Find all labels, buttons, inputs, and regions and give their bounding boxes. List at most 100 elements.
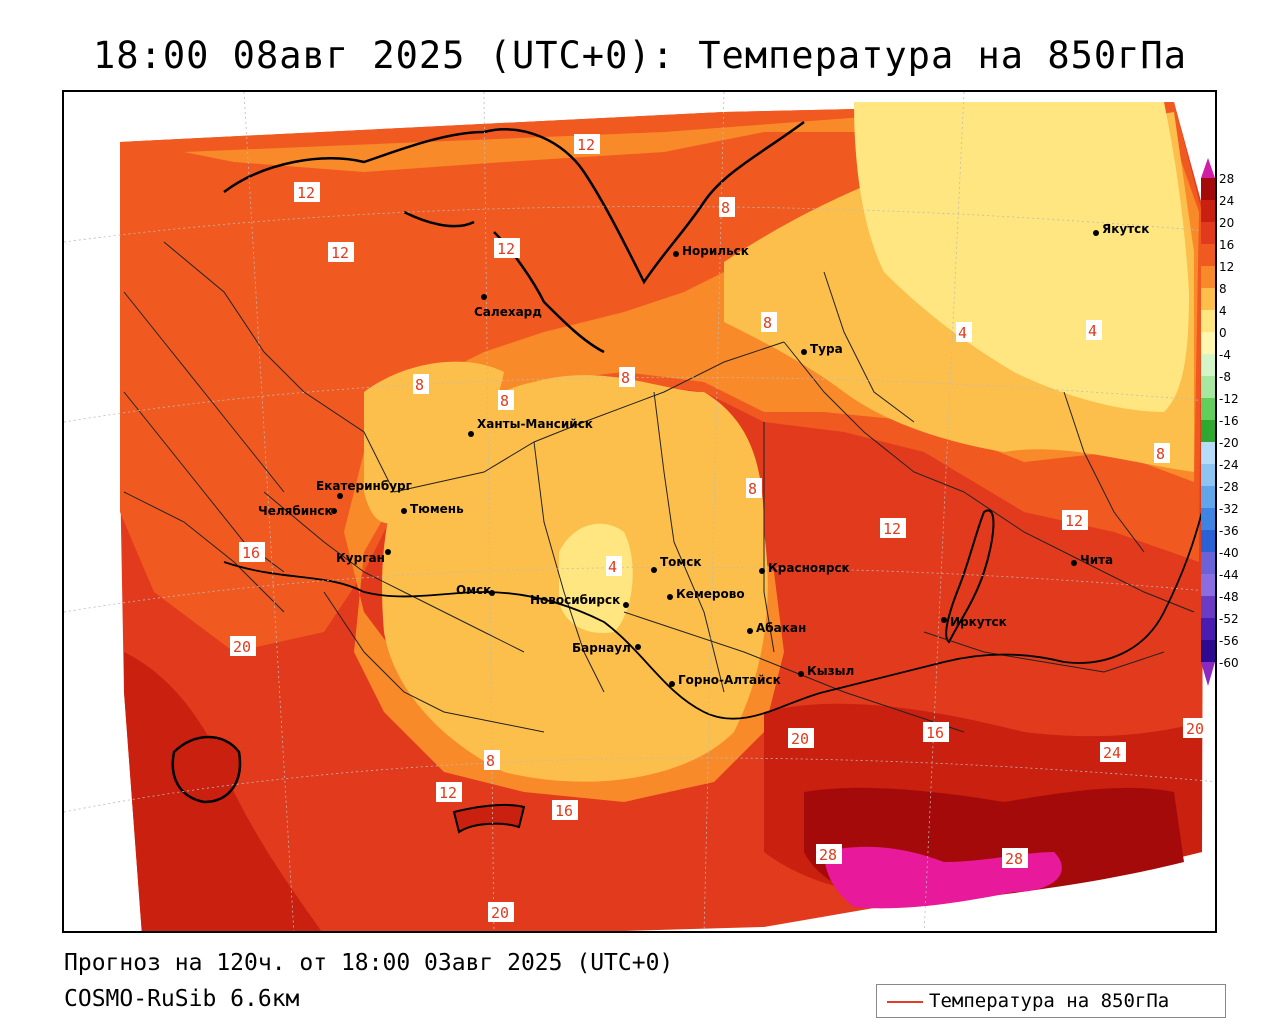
svg-text:12: 12 — [439, 784, 457, 802]
contour-label: 20 — [230, 636, 256, 656]
scale-label: -56 — [1219, 634, 1239, 648]
contour-label: 12 — [328, 242, 354, 262]
city-krasnoyarsk: Красноярск — [759, 561, 850, 575]
svg-text:Ханты-Мансийск: Ханты-Мансийск — [477, 417, 593, 431]
svg-text:Красноярск: Красноярск — [768, 561, 850, 575]
svg-text:8: 8 — [748, 480, 757, 498]
scale-label: -48 — [1219, 590, 1239, 604]
graticule — [64, 92, 1215, 931]
svg-text:Новосибирск: Новосибирск — [530, 593, 620, 607]
band-4-8-west — [364, 361, 504, 524]
scale-label: -60 — [1219, 656, 1239, 670]
legend-label: Температура на 850гПа — [929, 990, 1170, 1012]
city-kemerovo: Кемерово — [667, 587, 745, 601]
contour-label: 8 — [746, 478, 762, 498]
forecast-info: Прогноз на 120ч. от 18:00 03авг 2025 (UT… — [64, 950, 674, 976]
svg-text:Омск: Омск — [456, 583, 491, 597]
svg-text:20: 20 — [491, 904, 509, 922]
city-yakutsk: Якутск — [1093, 222, 1149, 236]
city-yekaterinburg: Екатеринбург — [316, 479, 412, 499]
contour-label: 16 — [923, 722, 949, 742]
svg-text:12: 12 — [883, 520, 901, 538]
contour-label: 8 — [719, 197, 735, 217]
country-border — [223, 511, 1203, 720]
contour-label: 16 — [552, 800, 578, 820]
svg-text:Курган: Курган — [336, 551, 385, 565]
city-gorno-altaysk: Горно-Алтайск — [669, 673, 781, 687]
svg-text:8: 8 — [721, 199, 730, 217]
map-title: 18:00 08авг 2025 (UTC+0): Температура на… — [93, 34, 1187, 77]
model-info: COSMO-RuSib 6.6км — [64, 986, 300, 1012]
svg-text:12: 12 — [331, 244, 349, 262]
contour-label: 8 — [761, 312, 777, 332]
svg-text:Якутск: Якутск — [1102, 222, 1149, 236]
contour-label: 12 — [1062, 510, 1088, 530]
scale-label: -4 — [1219, 348, 1231, 362]
svg-text:Иркутск: Иркутск — [950, 615, 1007, 629]
svg-text:Норильск: Норильск — [682, 244, 749, 258]
scale-label: -8 — [1219, 370, 1231, 384]
city-kyzyl: Кызыл — [798, 664, 854, 678]
svg-text:Кемерово: Кемерово — [676, 587, 745, 601]
map-canvas: Якутск Норильск Салехард Тура Ханты-Манс… — [64, 92, 1215, 931]
svg-text:12: 12 — [297, 184, 315, 202]
contour-label: 12 — [436, 782, 462, 802]
contour-label: 20 — [488, 902, 514, 922]
contour-label: 28 — [816, 844, 842, 864]
svg-text:8: 8 — [621, 369, 630, 387]
city-salekhard: Салехард — [474, 294, 542, 319]
contour-label: 12 — [294, 182, 320, 202]
band-0-4-northeast — [854, 102, 1189, 412]
svg-text:12: 12 — [577, 136, 595, 154]
svg-text:28: 28 — [819, 846, 837, 864]
scale-label: -52 — [1219, 612, 1239, 626]
scale-label: 24 — [1219, 194, 1235, 208]
svg-text:Салехард: Салехард — [474, 305, 542, 319]
svg-text:Горно-Алтайск: Горно-Алтайск — [678, 673, 781, 687]
svg-text:8: 8 — [486, 752, 495, 770]
scale-label: -16 — [1219, 414, 1239, 428]
svg-text:28: 28 — [1005, 850, 1023, 868]
contour-label: 8 — [1154, 443, 1170, 463]
scale-label: -36 — [1219, 524, 1239, 538]
city-markers: Якутск Норильск Салехард Тура Ханты-Манс… — [258, 222, 1149, 687]
scale-label: 28 — [1219, 172, 1235, 186]
city-tyumen: Тюмень — [401, 502, 464, 516]
svg-text:16: 16 — [555, 802, 573, 820]
contour-label: 16 — [239, 542, 265, 562]
svg-text:8: 8 — [500, 392, 509, 410]
scale-label: 8 — [1219, 282, 1227, 296]
contour-label: 4 — [1086, 320, 1102, 340]
contour-label: 8 — [619, 367, 635, 387]
svg-text:Екатеринбург: Екатеринбург — [316, 479, 412, 493]
city-barnaul: Барнаул — [572, 641, 641, 655]
city-omsk: Омск — [456, 583, 495, 597]
svg-text:16: 16 — [926, 724, 944, 742]
band-0-4-central — [559, 523, 633, 633]
scale-bar — [1201, 158, 1215, 686]
scale-label: -12 — [1219, 392, 1239, 406]
contour-label: 28 — [1002, 848, 1028, 868]
city-abakan: Абакан — [747, 621, 806, 635]
svg-text:Тура: Тура — [810, 342, 843, 356]
svg-text:Кызыл: Кызыл — [807, 664, 854, 678]
legend-line-swatch — [887, 1001, 923, 1003]
svg-text:8: 8 — [1156, 445, 1165, 463]
contour-label: 8 — [484, 750, 500, 770]
svg-text:Абакан: Абакан — [756, 621, 806, 635]
scale-label: 4 — [1219, 304, 1227, 318]
svg-text:12: 12 — [497, 240, 515, 258]
svg-text:4: 4 — [608, 558, 617, 576]
scale-label: -28 — [1219, 480, 1239, 494]
svg-text:16: 16 — [242, 544, 260, 562]
scale-label: 16 — [1219, 238, 1235, 252]
city-tomsk: Томск — [651, 555, 702, 573]
lake-baikal — [945, 509, 995, 644]
contour-label: 8 — [413, 374, 429, 394]
contour-label: 8 — [498, 390, 514, 410]
lake-aral — [171, 735, 242, 804]
city-chelyabinsk: Челябинск — [258, 504, 337, 518]
svg-text:12: 12 — [1065, 512, 1083, 530]
legend: Температура на 850гПа — [876, 984, 1226, 1018]
contour-label: 24 — [1100, 742, 1126, 762]
